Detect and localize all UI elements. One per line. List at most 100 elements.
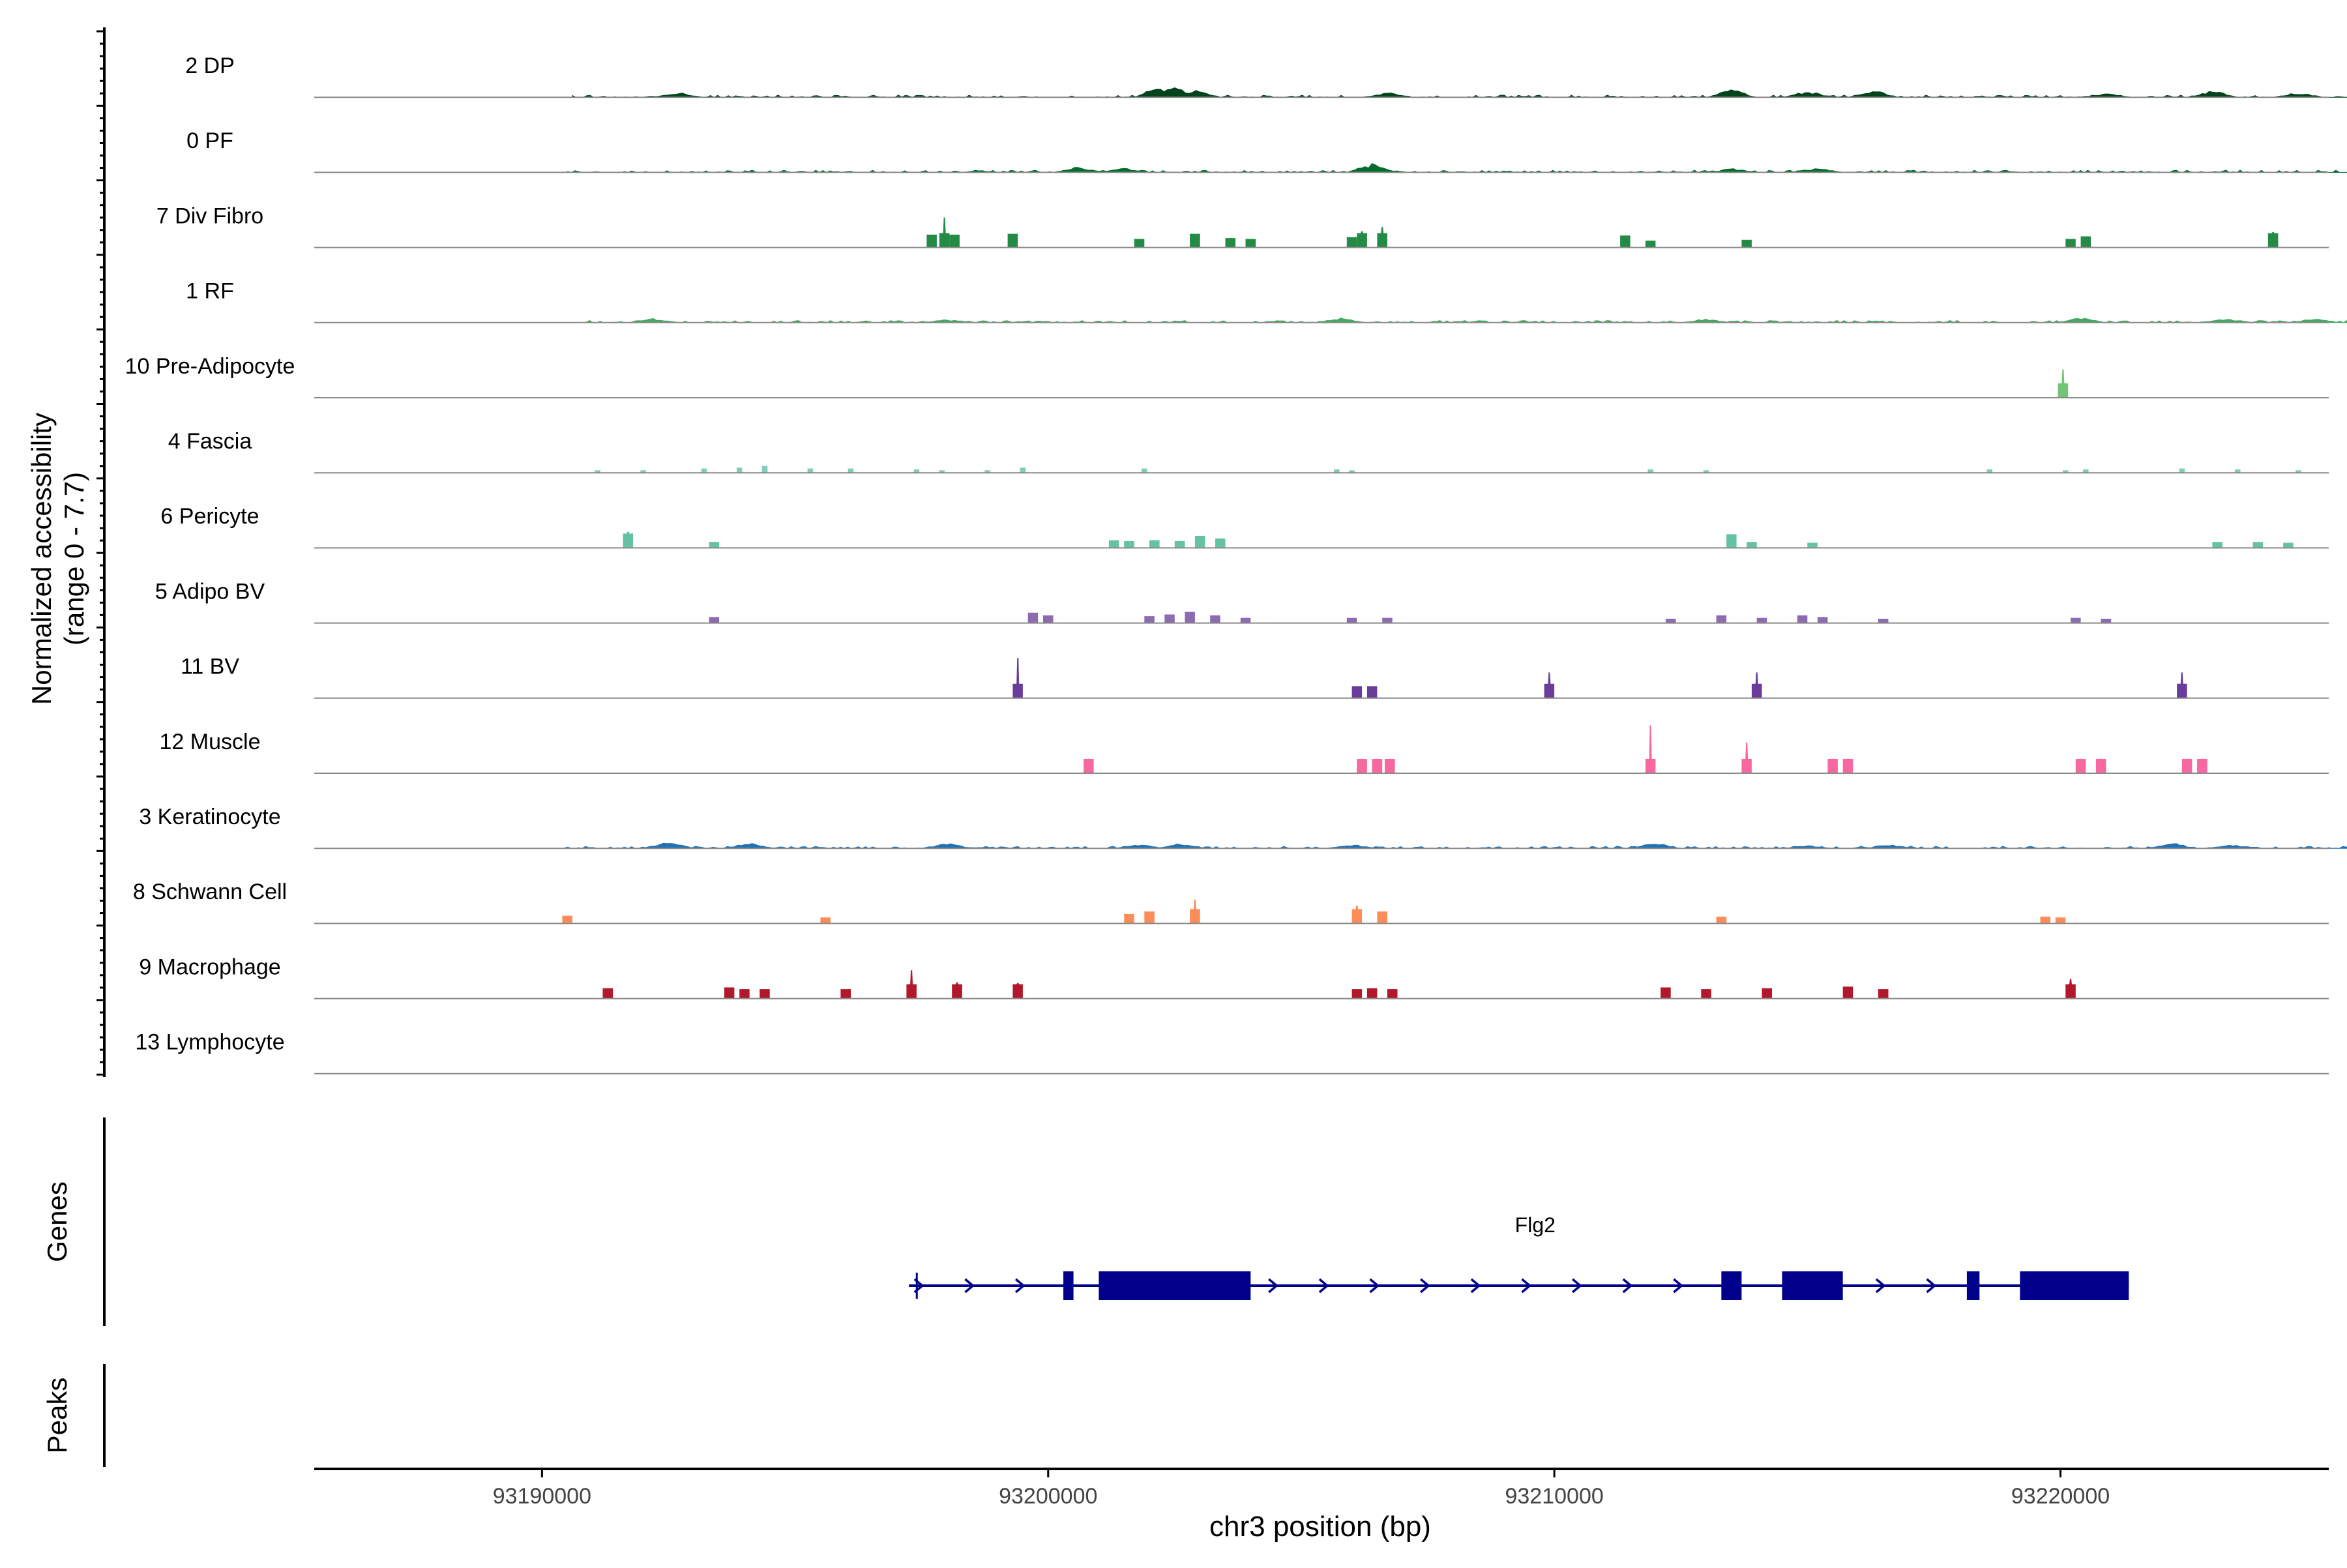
peak-6-pericyte-8	[1726, 534, 1737, 548]
peak-12-muscle-9	[2096, 759, 2106, 773]
track-label-0-pf: 0 PF	[186, 128, 233, 153]
track-label-13-lymphocyte: 13 Lymphocyte	[135, 1030, 284, 1055]
peak-8-schwann-cell-9	[2056, 917, 2066, 923]
peak-6-pericyte-11	[2212, 542, 2222, 548]
track-label-4-fascia: 4 Fascia	[168, 429, 252, 454]
peak-7-div-fibro-2	[949, 235, 960, 248]
peak-7-div-fibro-6	[1226, 238, 1236, 248]
track-6-pericyte: 6 Pericyte	[160, 504, 2329, 548]
peak-9-macrophage-16	[2065, 979, 2076, 998]
peak-7-div-fibro-13	[1741, 240, 1752, 248]
peak-12-muscle-5	[1741, 743, 1752, 773]
peak-7-div-fibro-11	[1620, 235, 1631, 247]
peak-5-adipo-bv-2	[1043, 615, 1054, 623]
peaks-label: Peaks	[42, 1378, 72, 1454]
gene-model: Flg2	[909, 1213, 2129, 1300]
track-label-7-div-fibro: 7 Div Fibro	[156, 203, 263, 228]
track-label-1-rf: 1 RF	[186, 279, 234, 304]
peak-6-pericyte-4	[1149, 540, 1160, 548]
track-label-2-dp: 2 DP	[185, 53, 235, 78]
peak-5-adipo-bv-0	[709, 617, 720, 623]
peak-11-bv-4	[1752, 672, 1762, 698]
gene-name-label: Flg2	[1515, 1213, 1556, 1237]
track-label-10-pre-adipocyte: 10 Pre-Adipocyte	[125, 354, 295, 379]
gene-exon-3	[1782, 1271, 1843, 1300]
peak-9-macrophage-5	[906, 970, 917, 998]
track-8-schwann-cell: 8 Schwann Cell	[133, 880, 2329, 923]
peak-9-macrophage-4	[840, 989, 851, 999]
track-2-dp: 2 DP	[185, 53, 2347, 97]
track-9-macrophage: 9 Macrophage	[139, 954, 2329, 998]
x-axis-tick-label: 93210000	[1505, 1484, 1603, 1509]
gene-exon-1	[1099, 1271, 1250, 1300]
peak-9-macrophage-6	[952, 983, 962, 999]
track-10-pre-adipocyte: 10 Pre-Adipocyte	[125, 354, 2329, 398]
peak-9-macrophage-13	[1762, 988, 1773, 999]
peak-6-pericyte-10	[1807, 543, 1818, 548]
peak-9-macrophage-15	[1878, 989, 1889, 999]
peak-7-div-fibro-1	[939, 218, 950, 248]
genes-panel: Genes Flg2	[42, 1117, 2129, 1326]
peak-8-schwann-cell-4	[1190, 900, 1200, 924]
peak-5-adipo-bv-3	[1144, 616, 1155, 623]
x-axis-label: chr3 position (bp)	[1209, 1511, 1431, 1543]
peak-7-div-fibro-4	[1134, 239, 1145, 248]
track-label-11-bv: 11 BV	[181, 655, 239, 679]
peak-5-adipo-bv-4	[1164, 615, 1175, 623]
coverage-area-3-keratinocyte	[557, 843, 2347, 848]
gene-exon-0	[1063, 1271, 1074, 1300]
peak-7-div-fibro-16	[2268, 232, 2279, 248]
peak-7-div-fibro-9	[1357, 231, 1367, 248]
peak-5-adipo-bv-11	[1717, 615, 1727, 623]
peak-6-pericyte-1	[709, 542, 720, 548]
track-13-lymphocyte: 13 Lymphocyte	[135, 1030, 2329, 1074]
peak-7-div-fibro-3	[1008, 234, 1018, 248]
peak-12-muscle-0	[1084, 759, 1094, 773]
peak-11-bv-1	[1352, 686, 1363, 698]
peak-12-muscle-2	[1372, 759, 1383, 773]
peak-7-div-fibro-14	[2065, 239, 2076, 248]
peak-5-adipo-bv-9	[1382, 618, 1393, 623]
peak-6-pericyte-13	[2283, 543, 2294, 548]
peak-6-pericyte-5	[1175, 541, 1185, 548]
peak-4-fascia-3	[737, 467, 743, 473]
peak-12-muscle-6	[1827, 759, 1838, 773]
x-axis-tick-label: 93200000	[999, 1484, 1097, 1509]
peak-12-muscle-7	[1843, 759, 1853, 773]
peak-9-macrophage-12	[1701, 989, 1711, 999]
peak-7-div-fibro-7	[1246, 239, 1256, 248]
peak-6-pericyte-2	[1109, 540, 1119, 548]
peak-9-macrophage-1	[724, 988, 735, 999]
peak-12-muscle-11	[2197, 759, 2207, 773]
peak-8-schwann-cell-7	[1717, 917, 1727, 924]
track-label-6-pericyte: 6 Pericyte	[160, 504, 259, 529]
peak-5-adipo-bv-1	[1028, 613, 1039, 623]
peak-6-pericyte-0	[623, 531, 634, 548]
peak-8-schwann-cell-1	[820, 917, 831, 923]
gene-exon-4	[1967, 1271, 1979, 1300]
tracks-layer: 2 DP 0 PF 7 Div Fibro 1 RF 10 Pre-Adipocyte 4…	[125, 53, 2347, 1074]
peak-5-adipo-bv-12	[1757, 618, 1767, 623]
track-label-8-schwann-cell: 8 Schwann Cell	[133, 880, 287, 904]
peak-6-pericyte-7	[1215, 539, 1226, 548]
peak-12-muscle-4	[1646, 725, 1656, 773]
y-axis: Normalized accessibility (range 0 - 7.7)	[26, 27, 104, 1077]
peak-5-adipo-bv-6	[1210, 615, 1220, 623]
peak-5-adipo-bv-7	[1241, 618, 1251, 623]
gene-exon-5	[2020, 1271, 2129, 1300]
track-label-3-keratinocyte: 3 Keratinocyte	[139, 805, 280, 829]
x-axis-tick-label: 93220000	[2011, 1484, 2110, 1509]
peak-4-fascia-10	[1020, 467, 1026, 473]
peak-9-macrophage-3	[760, 989, 770, 999]
peak-8-schwann-cell-6	[1377, 911, 1387, 923]
y-axis-label-line1: Normalized accessibility	[26, 413, 57, 705]
gene-exon-2	[1721, 1271, 1741, 1300]
peak-8-schwann-cell-3	[1144, 911, 1155, 923]
peak-6-pericyte-9	[1747, 542, 1757, 548]
peak-11-bv-3	[1544, 672, 1555, 698]
peak-9-macrophage-10	[1387, 989, 1398, 999]
track-11-bv: 11 BV	[181, 655, 2329, 698]
